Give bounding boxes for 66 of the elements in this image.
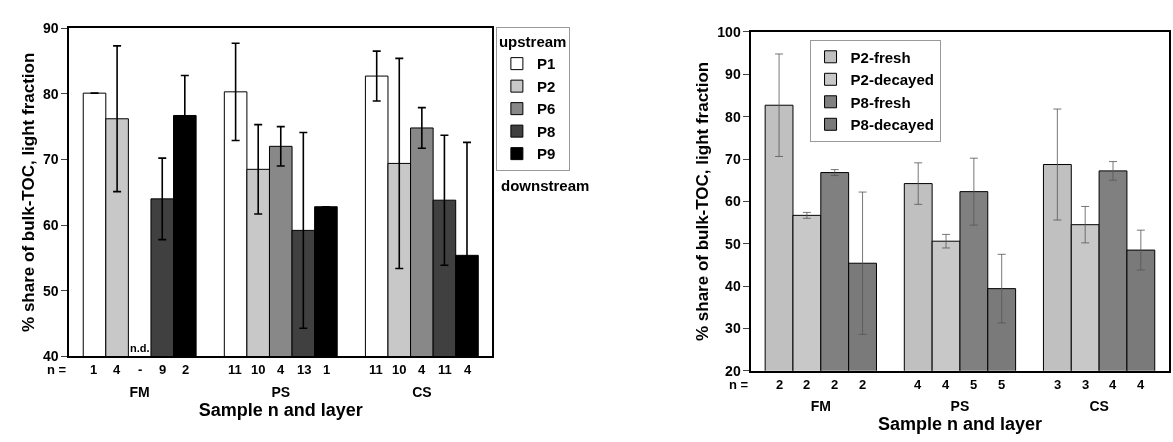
- text: 2: [776, 377, 784, 392]
- annotation: n.d.: [130, 342, 150, 354]
- text: 11: [228, 362, 242, 377]
- y-axis-title: % share of bulk-TOC, light fraction: [693, 61, 713, 342]
- y-tick-label: 50: [725, 235, 741, 252]
- y-tick-label: 20: [725, 362, 741, 379]
- legend-label: P8-decayed: [850, 116, 934, 134]
- text: 2: [182, 362, 190, 377]
- y-tick-label: 40: [725, 277, 741, 294]
- y-tick-label: 90: [43, 20, 59, 37]
- y-axis-title: % share of bulk-TOC, light fraction: [19, 52, 39, 332]
- text: 3: [1054, 377, 1062, 392]
- y-tick-label: 60: [725, 193, 741, 210]
- legend-label: P1: [536, 55, 556, 73]
- y-tick-label: 70: [43, 151, 59, 168]
- text: 4: [464, 362, 472, 377]
- text: 1: [323, 362, 331, 377]
- text: 3: [1082, 377, 1090, 392]
- x-tick-label: FM: [129, 384, 150, 401]
- text: 4: [277, 362, 285, 377]
- text: 4: [418, 362, 426, 377]
- text: 5: [998, 377, 1006, 392]
- x-tick-label: PS: [271, 384, 291, 401]
- text: 1: [90, 362, 98, 377]
- y-tick-label: 30: [725, 320, 741, 337]
- y-tick-label: 90: [725, 66, 741, 83]
- text: 9: [159, 362, 167, 377]
- text: -: [138, 362, 143, 377]
- y-tick-label: 80: [725, 108, 741, 125]
- text: n =: [47, 362, 67, 377]
- text: 4: [914, 377, 922, 392]
- legend-title: upstream: [498, 33, 567, 51]
- text: 11: [369, 362, 383, 377]
- text: 11: [438, 362, 452, 377]
- y-tick-label: 100: [717, 23, 741, 40]
- x-axis-title: Sample n and layer: [198, 400, 363, 421]
- text: 5: [970, 377, 978, 392]
- text: 10: [392, 362, 407, 377]
- x-tick-label: CS: [412, 384, 432, 401]
- legend-label: P9: [536, 145, 556, 163]
- legend-label: P8-fresh: [850, 93, 911, 111]
- legend-label: P2-decayed: [850, 71, 934, 89]
- x-tick-label: FM: [810, 398, 831, 415]
- legend-label: P6: [536, 100, 556, 118]
- legend-label: P2: [536, 77, 556, 95]
- text: 2: [831, 377, 839, 392]
- legend-label: P2-fresh: [850, 48, 911, 66]
- text: 4: [942, 377, 950, 392]
- text: downstream: [501, 177, 590, 194]
- x-axis-title: Sample n and layer: [877, 414, 1042, 435]
- x-tick-label: PS: [950, 398, 970, 415]
- text: 4: [113, 362, 121, 377]
- legend-label: P8: [536, 122, 556, 140]
- text: 10: [251, 362, 266, 377]
- text: 4: [1109, 377, 1117, 392]
- y-tick-label: 40: [43, 348, 59, 365]
- y-tick-label: 70: [725, 150, 741, 167]
- x-tick-label: CS: [1089, 398, 1109, 415]
- text: 13: [297, 362, 312, 377]
- text: n =: [729, 377, 749, 392]
- text: 4: [1137, 377, 1145, 392]
- text: 2: [803, 377, 811, 392]
- y-tick-label: 60: [43, 217, 59, 234]
- y-tick-label: 50: [43, 282, 59, 299]
- text: 2: [859, 377, 867, 392]
- y-tick-label: 80: [43, 85, 59, 102]
